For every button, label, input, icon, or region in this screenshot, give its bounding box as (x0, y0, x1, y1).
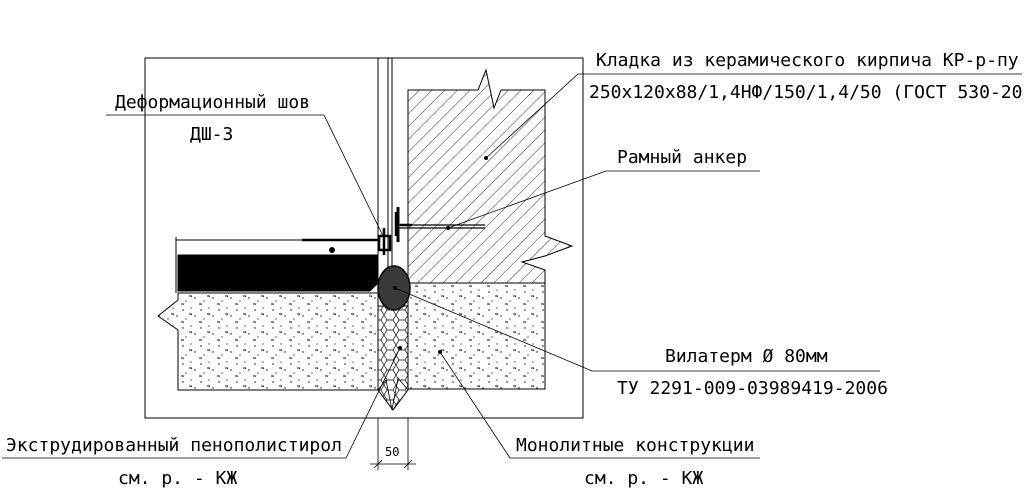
leader-joint (106, 114, 385, 239)
waterproofing-band (177, 254, 379, 292)
label-eps-line2: см. р. - КЖ (118, 468, 237, 489)
leader-anchor-dot (446, 226, 450, 230)
leader-masonry (485, 73, 1022, 159)
detail-frame (144, 57, 584, 419)
eps-insulation (377, 305, 409, 411)
monolith-right (407, 282, 546, 390)
label-monolith-line1: Монолитные конструкции (516, 435, 754, 456)
frame-anchor (398, 224, 485, 229)
dim-tick-right (403, 459, 413, 469)
leader-monolith-dot (438, 350, 442, 354)
brick-masonry (407, 68, 574, 284)
leader-eps (2, 347, 401, 459)
label-masonry-line2: 250х120х88/1,4НФ/150/1,4/50 (ГОСТ 530-20… (589, 82, 1024, 103)
leader-monolith (439, 351, 760, 459)
leader-masonry-dot (484, 156, 488, 160)
label-masonry-line1: Кладка из керамического кирпича КР-р-пу (596, 50, 1019, 71)
leader-vilaterm (394, 287, 880, 372)
leader-vilaterm-dot (393, 286, 397, 290)
label-joint-line1: Деформационный шов (115, 92, 310, 113)
joint-rivet (329, 247, 335, 253)
dim-tick-left (373, 459, 383, 469)
label-joint-line2: ДШ-3 (190, 124, 233, 145)
label-vilaterm-line2: ТУ 2291-009-03989419-2006 (617, 378, 888, 399)
eps-zigzag (377, 377, 409, 411)
label-vilaterm-line1: Вилатерм Ø 80мм (665, 346, 828, 367)
leader-eps-dot (398, 346, 402, 350)
dim-gap-width: 50 (385, 445, 399, 459)
monolith-left (157, 292, 379, 391)
label-monolith-line2: см. р. - КЖ (584, 468, 703, 489)
label-anchor: Рамный анкер (617, 147, 747, 168)
deformation-joint-profile (302, 212, 412, 255)
leader-anchor (447, 170, 760, 229)
label-eps-line1: Экструдированный пенополистирол (6, 435, 342, 456)
